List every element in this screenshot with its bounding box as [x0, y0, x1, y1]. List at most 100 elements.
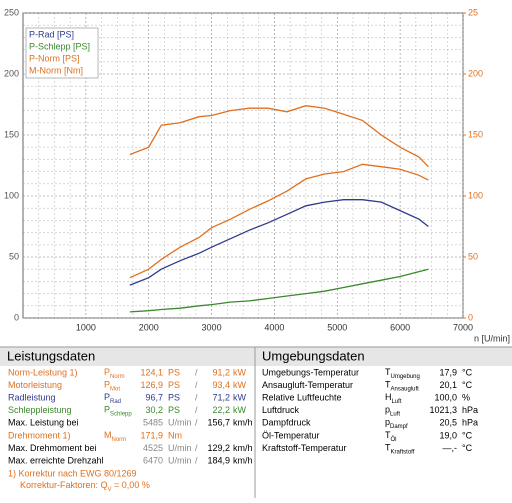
row-value: kW	[233, 367, 247, 377]
footnote-sub: V	[108, 487, 112, 493]
symbol-main: T	[385, 430, 391, 440]
y-tick-label: 150	[4, 129, 19, 139]
y-tick-label: 50	[9, 251, 19, 261]
x-tick-label: 5000	[327, 322, 347, 332]
symbol-sub: Umgebung	[391, 374, 420, 380]
y-tick-label: 100	[4, 190, 19, 200]
symbol-main: p	[385, 417, 390, 427]
symbol: MNorm	[104, 430, 126, 442]
panel-title: Umgebungsdaten	[262, 348, 365, 363]
header-bar	[0, 347, 512, 366]
row-unit: °C	[462, 430, 473, 440]
symbol: TÖl	[385, 430, 397, 442]
symbol-sub: Luft	[392, 399, 402, 405]
row-value: 20,5	[439, 417, 457, 427]
row-value: /	[195, 443, 198, 453]
row-value: 126,9	[140, 380, 163, 390]
symbol-sub: Mot	[110, 386, 120, 392]
symbol-sub: Ansaugluft	[391, 386, 420, 392]
row-value: 1021,3	[429, 405, 457, 415]
symbol: TAnsaugluft	[385, 380, 419, 392]
row-value: 156,7	[207, 417, 230, 427]
symbol-sub: Luft	[390, 411, 400, 417]
row-label: Luftdruck	[262, 405, 300, 415]
y2-tick-label: 50	[468, 251, 478, 261]
row-unit: °C	[462, 443, 473, 453]
row-label: Schleppleistung	[8, 405, 72, 415]
x-tick-label: 2000	[139, 322, 159, 332]
row-value: 19,0	[439, 430, 457, 440]
y-tick-label: 0	[14, 312, 19, 322]
row-value: 6470	[143, 455, 163, 465]
symbol-sub: Norm	[112, 437, 127, 443]
symbol-main: T	[385, 380, 391, 390]
legend-entry: P-Schlepp [PS]	[29, 41, 90, 51]
symbol-sub: Rad	[110, 399, 121, 405]
row-value: 171,9	[140, 430, 163, 440]
symbol-main: P	[104, 405, 110, 415]
row-value: 5485	[143, 417, 163, 427]
footnote-rest: = 0,00 %	[112, 480, 150, 490]
series-line	[129, 163, 429, 279]
row-value: 96,7	[145, 392, 163, 402]
y2-tick-label: 200	[468, 68, 483, 78]
row-unit: %	[462, 392, 470, 402]
row-value: U/min	[168, 417, 192, 427]
symbol: PMot	[104, 380, 120, 392]
x-tick-label: 1000	[76, 322, 96, 332]
row-label: Max. erreichte Drehzahl	[8, 455, 104, 465]
row-value: /	[195, 405, 198, 415]
row-value: /	[195, 392, 198, 402]
symbol-main: P	[104, 380, 110, 390]
symbol-sub: Schlepp	[110, 411, 132, 417]
footnote: 1) Korrektur nach EWG 80/1269	[8, 468, 137, 478]
row-value: kW	[233, 392, 247, 402]
row-value: km/h	[233, 443, 253, 453]
row-value: /	[195, 455, 198, 465]
row-value: 100,0	[434, 392, 457, 402]
row-value: PS	[168, 392, 180, 402]
y2-tick-label: 25	[468, 7, 478, 17]
row-value: kW	[233, 405, 247, 415]
row-value: 93,4	[212, 380, 230, 390]
row-unit: °C	[462, 367, 473, 377]
row-value: kW	[233, 380, 247, 390]
y-tick-label: 200	[4, 68, 19, 78]
symbol: TUmgebung	[385, 367, 420, 379]
symbol: PRad	[104, 392, 121, 404]
row-label: Motorleistung	[8, 380, 62, 390]
symbol: pDampf	[385, 417, 408, 429]
row-value: /	[195, 367, 198, 377]
row-label: Radleistung	[8, 392, 56, 402]
row-label: Relative Luftfeuchte	[262, 392, 342, 402]
row-label: Kraftstoff-Temperatur	[262, 443, 346, 453]
symbol-sub: Kraftstoff	[391, 449, 415, 455]
row-value: PS	[168, 367, 180, 377]
row-value: 91,2	[212, 367, 230, 377]
y2-tick-label: 0	[468, 312, 473, 322]
row-value: 30,2	[145, 405, 163, 415]
symbol-main: p	[385, 405, 390, 415]
row-value: 124,1	[140, 367, 163, 377]
row-label: Drehmoment 1)	[8, 430, 71, 440]
row-unit: hPa	[462, 405, 478, 415]
row-value: PS	[168, 405, 180, 415]
row-value: /	[195, 380, 198, 390]
symbol: PSchlepp	[104, 405, 132, 417]
row-value: km/h	[233, 455, 253, 465]
x-tick-label: 7000	[453, 322, 473, 332]
symbol: TKraftstoff	[385, 443, 415, 455]
row-label: Dampfdruck	[262, 417, 311, 427]
y2-tick-label: 150	[468, 129, 483, 139]
symbol-main: T	[385, 443, 391, 453]
row-value: —,-	[443, 443, 458, 453]
symbol-main: T	[385, 367, 391, 377]
row-value: 20,1	[439, 380, 457, 390]
symbol-sub: Öl	[391, 436, 397, 443]
x-tick-label: 4000	[264, 322, 284, 332]
legend-entry: P-Norm [PS]	[29, 53, 80, 63]
row-value: 17,9	[439, 367, 457, 377]
row-value: 22,2	[212, 405, 230, 415]
